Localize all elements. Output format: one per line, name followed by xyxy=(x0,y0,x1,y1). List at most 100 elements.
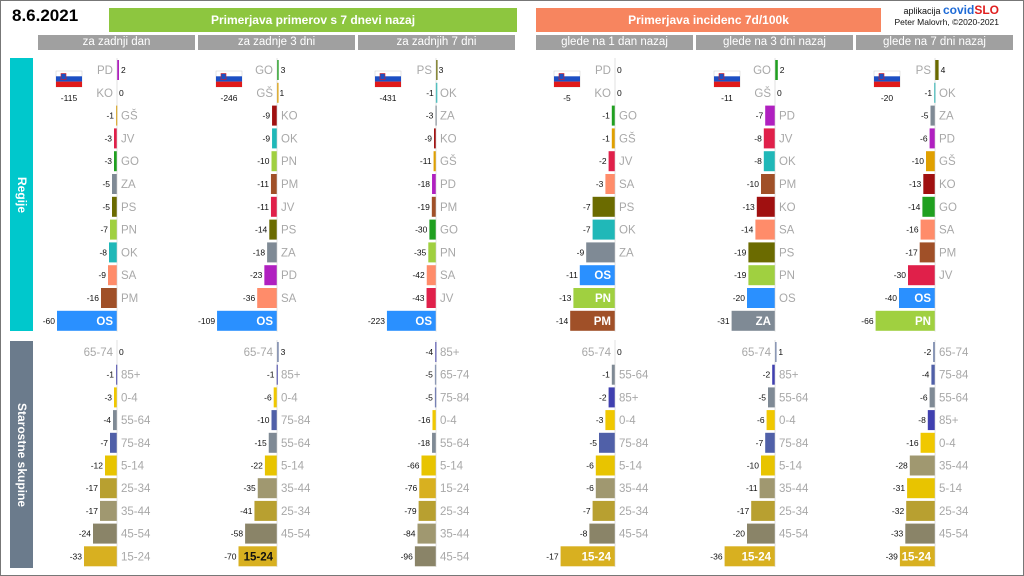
region-bar-JV xyxy=(608,151,615,172)
region-label-PM: PM xyxy=(594,316,611,328)
age-label-75-84: 75-84 xyxy=(281,415,311,427)
age-label-35-44: 35-44 xyxy=(939,461,969,473)
region-label-ZA: ZA xyxy=(121,179,136,191)
age-label-15-24: 15-24 xyxy=(902,551,932,563)
date-title: 8.6.2021 xyxy=(12,6,79,25)
region-label-SA: SA xyxy=(440,270,456,282)
age-bar-15-24 xyxy=(419,478,436,499)
region-bar-PN xyxy=(271,151,277,172)
region-value-OS: -20 xyxy=(733,293,746,303)
age-value-5-14: -22 xyxy=(251,461,264,471)
age-value-0-4: -6 xyxy=(757,415,765,425)
age-value-55-64: -4 xyxy=(103,415,111,425)
region-bar-ZA xyxy=(930,105,935,126)
age-bar-45-54 xyxy=(414,546,436,567)
region-value-PS: 3 xyxy=(439,65,444,75)
region-bar-PM xyxy=(919,242,935,263)
age-label-85+: 85+ xyxy=(939,415,959,427)
region-label-OK: OK xyxy=(440,88,457,100)
age-bar-15-24 xyxy=(560,546,615,567)
region-value-PM: -16 xyxy=(87,293,100,303)
region-label-PS: PS xyxy=(417,65,433,77)
region-value-KO: -9 xyxy=(262,111,270,121)
region-label-OS: OS xyxy=(415,316,432,328)
region-bar-GO xyxy=(922,196,935,217)
region-value-PS: -19 xyxy=(734,247,747,257)
age-label-5-14: 5-14 xyxy=(779,461,803,473)
brand-logo: covidSLO xyxy=(943,3,999,17)
region-label-OK: OK xyxy=(779,156,796,168)
age-label-55-64: 55-64 xyxy=(440,438,470,450)
age-label-55-64: 55-64 xyxy=(281,438,311,450)
slovenia-flag-icon xyxy=(873,70,901,88)
age-label-15-24: 15-24 xyxy=(742,551,772,563)
region-bar-PM xyxy=(431,196,436,217)
age-value-25-34: -41 xyxy=(240,506,253,516)
region-value-JV: -2 xyxy=(599,156,607,166)
age-bar-25-34 xyxy=(100,478,117,499)
age-value-75-84: -7 xyxy=(756,438,764,448)
region-value-PN: -10 xyxy=(257,156,270,166)
region-value-GO: -14 xyxy=(908,202,921,212)
region-label-PM: PM xyxy=(939,247,956,259)
region-value-GŠ: -1 xyxy=(106,111,114,121)
age-label-85+: 85+ xyxy=(440,347,460,359)
age-value-45-54: -96 xyxy=(401,551,414,561)
region-label-ZA: ZA xyxy=(756,316,771,328)
age-bar-15-24 xyxy=(724,546,775,567)
slovenia-flag-icon xyxy=(374,70,402,88)
age-value-45-54: -58 xyxy=(231,529,244,539)
age-label-5-14: 5-14 xyxy=(440,461,464,473)
region-bar-PD xyxy=(264,265,277,286)
region-value-JV: -11 xyxy=(257,202,269,212)
age-value-0-4: -6 xyxy=(264,392,272,402)
region-bar-GO xyxy=(277,60,279,80)
region-bar-JV xyxy=(114,128,117,149)
region-value-OK: -9 xyxy=(262,133,270,143)
region-bar-SA xyxy=(108,265,117,286)
age-label-35-44: 35-44 xyxy=(281,483,311,495)
age-label-0-4: 0-4 xyxy=(939,438,956,450)
age-label-75-84: 75-84 xyxy=(779,438,809,450)
age-label-35-44: 35-44 xyxy=(121,506,151,518)
region-value-PN: -35 xyxy=(414,247,427,257)
age-value-35-44: -11 xyxy=(746,483,758,493)
region-value-PM: -14 xyxy=(556,316,569,326)
age-value-35-44: -35 xyxy=(243,483,256,493)
region-label-SA: SA xyxy=(779,225,795,237)
age-label-55-64: 55-64 xyxy=(121,415,151,427)
age-value-5-14: -10 xyxy=(747,461,760,471)
age-value-85+: -2 xyxy=(599,392,607,402)
age-bar-15-24 xyxy=(899,546,935,567)
region-label-OS: OS xyxy=(96,316,113,328)
age-label-85+: 85+ xyxy=(779,370,799,382)
age-label-0-4: 0-4 xyxy=(281,392,298,404)
region-value-SA: -42 xyxy=(412,270,425,280)
age-label-15-24: 15-24 xyxy=(582,551,612,563)
age-value-15-24: -33 xyxy=(70,551,83,561)
total-value: -246 xyxy=(220,93,237,103)
age-bar-5-14 xyxy=(105,455,117,476)
age-label-85+: 85+ xyxy=(121,370,141,382)
region-value-SA: -36 xyxy=(243,293,256,303)
region-label-GŠ: GŠ xyxy=(619,132,636,145)
region-bar-OK xyxy=(763,151,775,172)
age-label-45-54: 45-54 xyxy=(779,529,809,541)
age-value-0-4: -3 xyxy=(596,415,604,425)
region-bar-ZA xyxy=(112,174,117,194)
region-value-PS: 4 xyxy=(941,65,946,75)
brand-logo-b: SLO xyxy=(974,3,999,17)
age-value-45-54: -20 xyxy=(733,529,746,539)
age-bar-25-34 xyxy=(906,500,935,521)
region-bar-OS xyxy=(386,310,436,331)
region-label-PN: PN xyxy=(915,316,931,328)
age-value-5-14: -66 xyxy=(407,461,420,471)
age-value-15-24: -39 xyxy=(886,551,899,561)
region-value-OK: -1 xyxy=(426,88,434,98)
region-value-KO: -13 xyxy=(743,202,756,212)
age-label-35-44: 35-44 xyxy=(619,483,649,495)
region-label-ZA: ZA xyxy=(281,247,296,259)
age-value-35-44: -6 xyxy=(586,483,594,493)
region-label-GO: GO xyxy=(939,202,957,214)
region-bar-ZA xyxy=(586,242,615,263)
